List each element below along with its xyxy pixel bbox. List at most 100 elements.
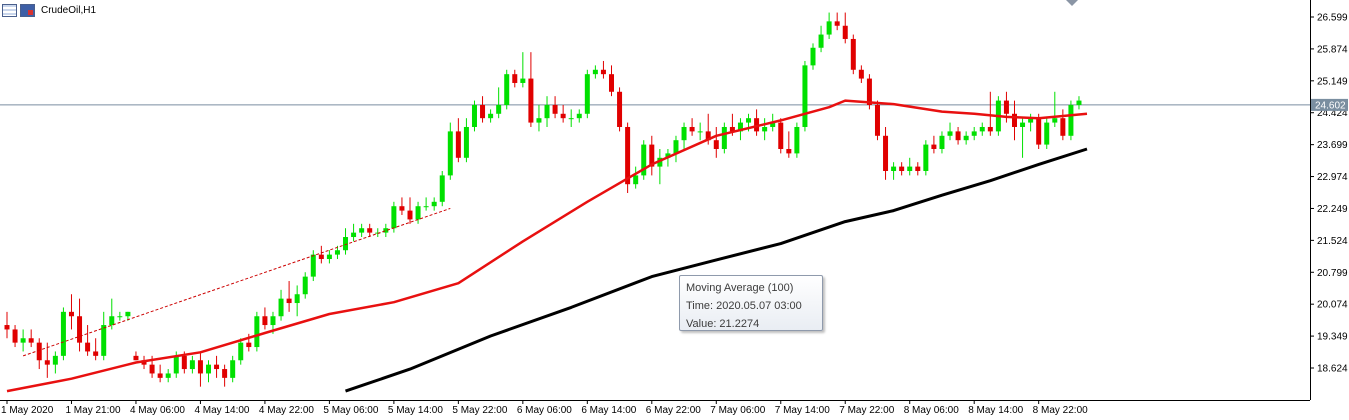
candle[interactable] — [528, 52, 534, 127]
candle[interactable] — [85, 325, 91, 356]
candle[interactable] — [133, 351, 139, 361]
candle[interactable] — [214, 355, 220, 378]
candle[interactable] — [343, 228, 349, 255]
candle[interactable] — [447, 122, 453, 180]
candle[interactable] — [68, 294, 74, 330]
moving-average-fast-line[interactable] — [6, 99, 1088, 393]
candle[interactable] — [230, 355, 236, 383]
candle[interactable] — [480, 96, 486, 123]
candle[interactable] — [93, 338, 99, 361]
candle[interactable] — [318, 245, 324, 264]
candle[interactable] — [947, 122, 953, 141]
candle[interactable] — [383, 223, 389, 238]
candle[interactable] — [1060, 109, 1066, 141]
candle[interactable] — [842, 12, 848, 44]
candle[interactable] — [12, 325, 18, 348]
candle[interactable] — [44, 342, 50, 378]
candle[interactable] — [762, 118, 768, 141]
trendline-dashed[interactable] — [22, 207, 451, 357]
candle[interactable] — [584, 69, 590, 119]
candle[interactable] — [294, 285, 300, 317]
candle[interactable] — [165, 369, 171, 383]
candle[interactable] — [874, 100, 880, 141]
candle[interactable] — [697, 122, 703, 141]
candle[interactable] — [222, 364, 228, 387]
candle[interactable] — [488, 109, 494, 123]
candle[interactable] — [431, 197, 437, 211]
candle[interactable] — [778, 118, 784, 154]
candle[interactable] — [673, 135, 679, 163]
candle[interactable] — [987, 91, 993, 136]
candle[interactable] — [334, 245, 340, 260]
candle[interactable] — [415, 201, 421, 224]
candle[interactable] — [633, 166, 639, 189]
chart-window-icon[interactable] — [20, 3, 35, 17]
candle[interactable] — [617, 87, 623, 132]
candle[interactable] — [463, 118, 469, 163]
candle[interactable] — [923, 140, 929, 176]
candle[interactable] — [238, 338, 244, 365]
candle[interactable] — [536, 104, 542, 132]
candle[interactable] — [649, 135, 655, 176]
candle[interactable] — [657, 148, 663, 185]
candle[interactable] — [826, 12, 832, 39]
candle[interactable] — [471, 100, 477, 132]
candle[interactable] — [810, 43, 816, 70]
candle[interactable] — [351, 223, 357, 242]
candle[interactable] — [262, 307, 268, 330]
candle[interactable] — [979, 122, 985, 136]
candle[interactable] — [1044, 118, 1050, 149]
candle[interactable] — [326, 250, 332, 264]
candle[interactable] — [818, 25, 824, 53]
symbol-list-icon[interactable] — [2, 3, 17, 17]
candle[interactable] — [600, 60, 606, 79]
candle[interactable] — [117, 311, 123, 321]
candle[interactable] — [931, 135, 937, 154]
candle[interactable] — [971, 126, 977, 141]
candle[interactable] — [802, 60, 808, 132]
candle[interactable] — [883, 126, 889, 180]
candle[interactable] — [891, 162, 897, 180]
candle[interactable] — [866, 74, 872, 110]
candle[interactable] — [721, 122, 727, 154]
candle[interactable] — [1036, 113, 1042, 149]
candle[interactable] — [496, 87, 502, 119]
candle[interactable] — [36, 338, 42, 370]
candle[interactable] — [302, 272, 308, 299]
candle[interactable] — [399, 197, 405, 216]
candle[interactable] — [1012, 100, 1017, 141]
candle[interactable] — [681, 122, 687, 149]
candle[interactable] — [20, 329, 26, 352]
candle[interactable] — [641, 140, 647, 180]
candle[interactable] — [786, 131, 792, 158]
moving-average-100-line[interactable] — [345, 147, 1088, 393]
candle[interactable] — [609, 65, 614, 97]
candle[interactable] — [625, 122, 631, 194]
candle[interactable] — [101, 311, 107, 361]
candle[interactable] — [52, 351, 58, 374]
candle[interactable] — [552, 96, 558, 119]
candle[interactable] — [568, 109, 574, 127]
candle[interactable] — [1068, 100, 1074, 141]
candle[interactable] — [512, 69, 518, 88]
candle[interactable] — [850, 34, 856, 75]
candle[interactable] — [423, 197, 429, 211]
candle[interactable] — [286, 281, 292, 312]
candle[interactable] — [794, 122, 800, 158]
candle[interactable] — [189, 355, 195, 374]
candle[interactable] — [544, 96, 550, 127]
candle[interactable] — [1052, 91, 1058, 127]
candle[interactable] — [592, 65, 598, 79]
candle[interactable] — [939, 131, 945, 154]
candle[interactable] — [834, 12, 840, 31]
candle[interactable] — [1028, 113, 1034, 132]
candle[interactable] — [858, 65, 864, 83]
candle[interactable] — [439, 170, 445, 207]
candle[interactable] — [455, 118, 461, 163]
candle[interactable] — [504, 69, 510, 110]
candle[interactable] — [109, 298, 115, 330]
candle[interactable] — [560, 104, 566, 123]
candle[interactable] — [754, 109, 760, 136]
